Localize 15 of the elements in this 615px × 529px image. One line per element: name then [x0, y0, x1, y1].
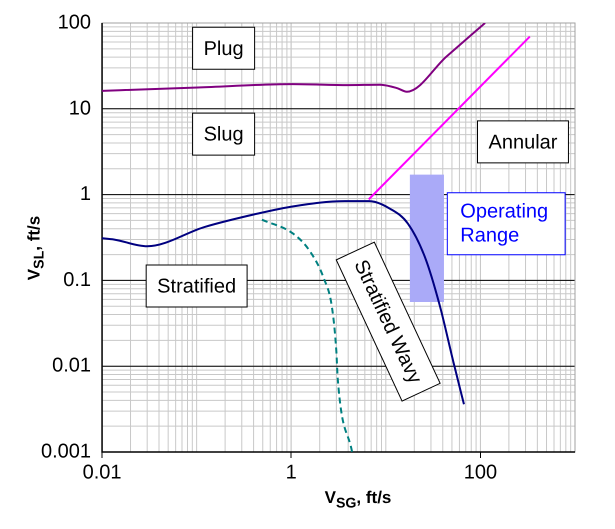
x-tick-label: 100 [464, 462, 498, 484]
annotation: Stratified [157, 275, 236, 298]
x-tick-label: 1 [286, 462, 297, 484]
x-tick-label: 0.01 [82, 462, 122, 484]
y-tick-label: 10 [68, 97, 92, 120]
y-tick-label: 100 [58, 12, 92, 34]
y-tick-label: 0.001 [40, 440, 92, 463]
annotation: Annular [488, 131, 558, 154]
annotation: Plug [204, 38, 244, 60]
x-axis-title: V$_{SG}$, ft/s [324, 488, 392, 512]
y-tick-label: 0.1 [63, 268, 92, 291]
y-tick-label: 0.01 [52, 354, 92, 377]
annotation: Operating Range [460, 200, 548, 246]
annotation: Slug [204, 124, 244, 146]
y-tick-label: 1 [80, 183, 92, 206]
